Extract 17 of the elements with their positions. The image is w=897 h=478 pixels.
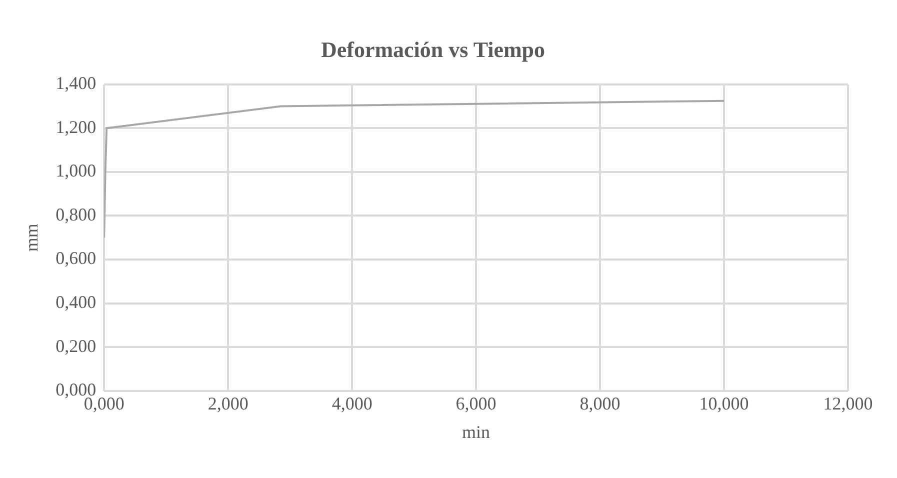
x-tick-label: 4,000 (332, 393, 372, 414)
y-tick-label: 1,200 (56, 116, 96, 137)
y-tick-label: 0,400 (56, 292, 96, 312)
x-tick-label: 6,000 (456, 393, 496, 414)
x-axis-title: min (462, 422, 490, 442)
x-tick-label: 12,000 (823, 393, 873, 414)
y-tick-label: 1,000 (56, 160, 96, 181)
y-tick-label: 0,200 (56, 336, 96, 356)
y-tick-label: 0,800 (56, 204, 96, 224)
chart-title: Deformación vs Tiempo (320, 36, 546, 62)
y-axis-title: mm (22, 224, 42, 252)
y-tick-label: 1,400 (56, 73, 96, 94)
x-tick-label: 2,000 (208, 393, 248, 414)
y-tick-label: 0,600 (56, 248, 96, 268)
x-tick-label: 10,000 (699, 393, 749, 414)
x-tick-label: 8,000 (580, 393, 620, 414)
y-tick-label: 0,000 (56, 380, 96, 400)
